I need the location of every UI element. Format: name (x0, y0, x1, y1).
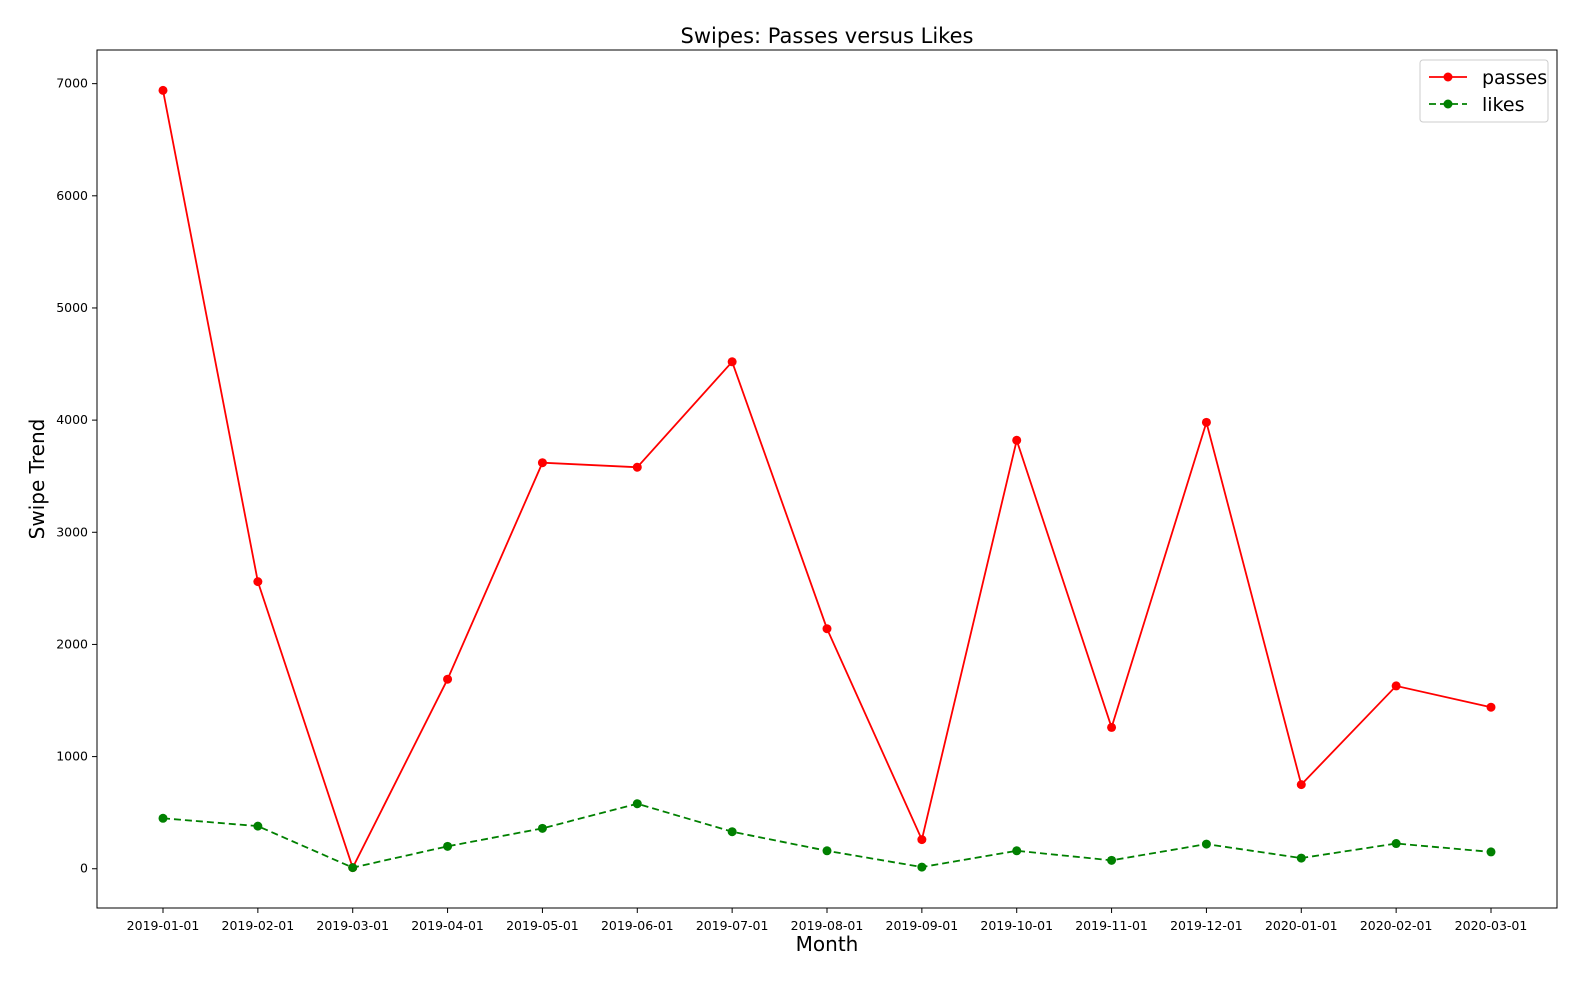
series-layer (158, 85, 1496, 873)
data-point-likes (1201, 839, 1211, 849)
data-point-likes (822, 846, 832, 856)
series-line-passes (162, 90, 1492, 870)
data-point-passes (443, 674, 453, 684)
x-tick-label: 2019-04-01 (411, 918, 484, 933)
y-tick-label: 1000 (56, 749, 88, 764)
data-point-passes (253, 577, 263, 587)
data-point-likes (1486, 847, 1496, 857)
x-tick-label: 2019-10-01 (980, 918, 1053, 933)
data-point-likes (1012, 846, 1022, 856)
data-point-passes (822, 624, 832, 634)
x-tick-label: 2020-03-01 (1455, 918, 1528, 933)
y-axis-label: Swipe Trend (25, 419, 49, 540)
legend-item-passes: passes (1429, 67, 1547, 89)
data-point-passes (1012, 435, 1022, 445)
y-tick-label: 3000 (56, 524, 88, 539)
data-point-passes (1107, 722, 1117, 732)
y-tick-label: 0 (80, 861, 88, 876)
x-axis-label: Month (796, 932, 859, 956)
x-tick-label: 2019-02-01 (222, 918, 295, 933)
data-point-likes (348, 863, 358, 873)
data-point-passes (1391, 681, 1401, 691)
x-tick-label: 2019-12-01 (1170, 918, 1243, 933)
x-tick-label: 2019-08-01 (791, 918, 864, 933)
y-axis: 0 1000 2000 3000 4000 5000 6000 7000 (56, 76, 97, 876)
legend-label: passes (1482, 67, 1547, 89)
x-axis: 2019-01-01 2019-02-01 2019-03-01 2019-04-01… (127, 908, 1528, 933)
data-point-passes (1201, 417, 1211, 427)
data-point-likes (158, 813, 168, 823)
x-tick-label: 2019-01-01 (127, 918, 200, 933)
x-tick-label: 2020-01-01 (1265, 918, 1338, 933)
y-tick-label: 2000 (56, 636, 88, 651)
x-tick-label: 2019-11-01 (1075, 918, 1148, 933)
x-tick-label: 2019-07-01 (696, 918, 769, 933)
legend-marker (1443, 72, 1453, 82)
y-tick-label: 6000 (56, 188, 88, 203)
y-tick-label: 4000 (56, 412, 88, 427)
data-point-likes (443, 841, 453, 851)
data-point-likes (727, 827, 737, 837)
data-point-passes (632, 462, 642, 472)
legend-label: likes (1482, 94, 1524, 116)
data-point-likes (1391, 839, 1401, 849)
data-point-passes (727, 357, 737, 367)
series-likes (158, 799, 1496, 873)
legend: passes likes (1419, 59, 1549, 123)
x-tick-label: 2019-06-01 (601, 918, 674, 933)
data-point-passes (917, 835, 927, 845)
data-point-likes (1107, 855, 1117, 865)
data-point-likes (917, 862, 927, 872)
x-tick-label: 2019-09-01 (886, 918, 959, 933)
data-point-passes (158, 85, 168, 95)
data-point-likes (537, 823, 547, 833)
data-point-passes (1486, 702, 1496, 712)
data-point-likes (253, 821, 263, 831)
data-point-passes (537, 458, 547, 468)
x-tick-label: 2020-02-01 (1360, 918, 1433, 933)
legend-marker (1443, 99, 1453, 109)
y-tick-label: 7000 (56, 76, 88, 91)
series-line-likes (162, 802, 1492, 869)
data-point-likes (1296, 853, 1306, 863)
y-tick-label: 5000 (56, 300, 88, 315)
x-tick-label: 2019-05-01 (506, 918, 579, 933)
data-point-passes (1296, 780, 1306, 790)
series-passes (158, 85, 1496, 873)
chart-title: Swipes: Passes versus Likes (681, 24, 974, 48)
plot-area (96, 49, 1558, 909)
x-tick-label: 2019-03-01 (316, 918, 389, 933)
legend-item-likes: likes (1429, 94, 1524, 116)
data-point-likes (632, 799, 642, 809)
